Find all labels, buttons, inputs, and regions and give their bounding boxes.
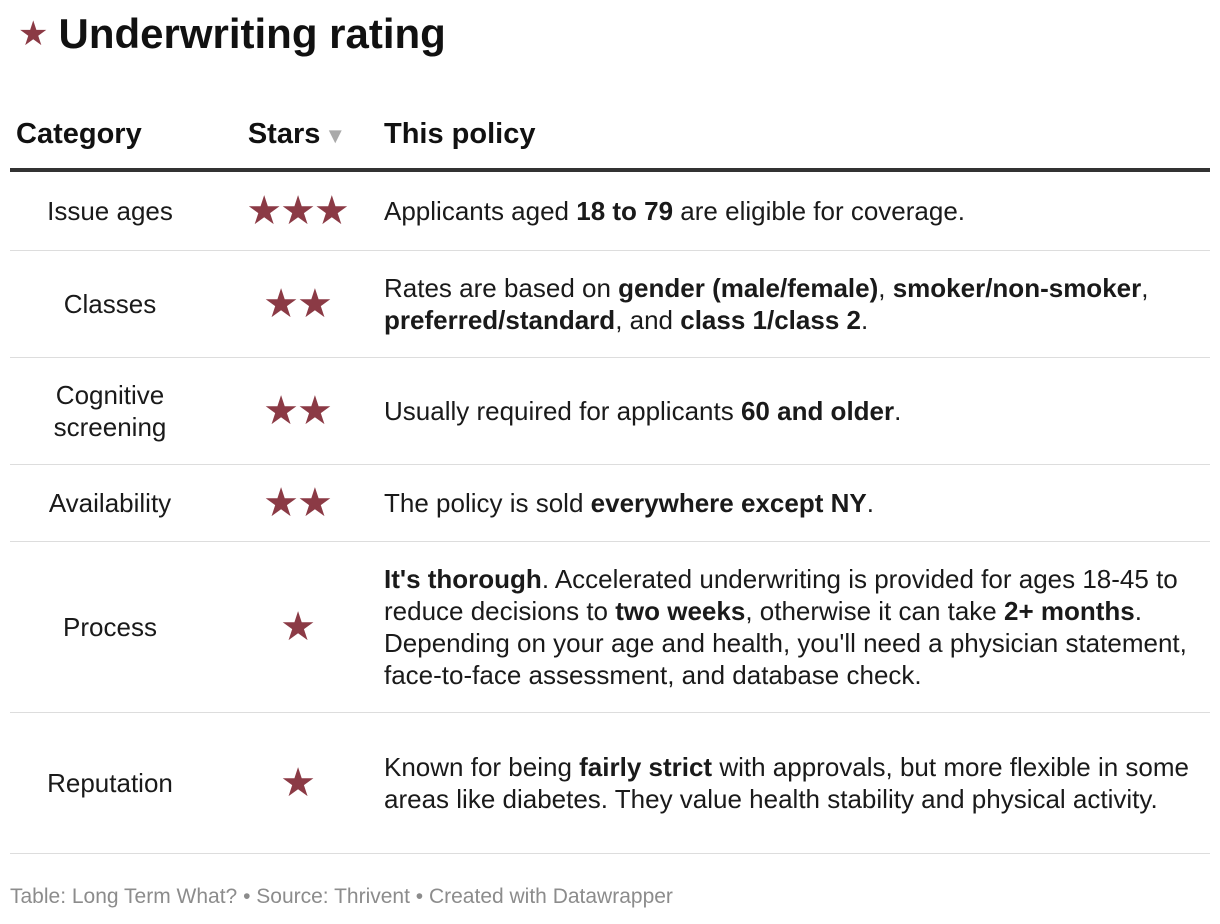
table-row: Availability ★★ The policy is sold everywh… (10, 465, 1210, 542)
policy-segment: . (894, 396, 902, 426)
policy-segment: Known for being (384, 752, 580, 782)
row-category: Issue ages (47, 196, 173, 226)
policy-highlight: preferred/standard (384, 305, 616, 335)
header-stars[interactable]: Stars ▼ (210, 118, 384, 151)
row-category: Reputation (47, 768, 173, 798)
table-header: Category Stars ▼ This policy (10, 100, 1210, 172)
header-category[interactable]: Category (16, 117, 142, 150)
star-rating-icon: ★★ (263, 282, 333, 326)
header-stars-label: Stars (247, 117, 321, 150)
star-rating-icon: ★ (280, 605, 316, 649)
policy-highlight: class 1/class 2 (680, 305, 861, 335)
policy-segment: with approvals, but more flexible in som… (384, 752, 1189, 814)
policy-highlight: everywhere except NY (590, 488, 867, 518)
row-policy-text: Rates are based on gender (male/female),… (384, 272, 1210, 336)
row-category: Classes (63, 289, 157, 319)
policy-highlight: 60 and older (740, 396, 895, 426)
sort-down-icon[interactable]: ▼ (324, 122, 347, 148)
page-title: ★ Underwriting rating (18, 10, 446, 58)
policy-segment: , (878, 273, 893, 303)
table-row: Process ★ It's thorough. Accelerated under… (10, 542, 1210, 713)
row-category: Process (63, 612, 157, 642)
row-policy-text: The policy is sold everywhere except NY. (384, 487, 1210, 519)
policy-segment: Rates are based on (384, 273, 619, 303)
table-row: Classes ★★ Rates are based on gender (male… (10, 251, 1210, 358)
row-category: Cognitive screening (53, 380, 167, 442)
table-body: Issue ages ★★★ Applicants aged 18 to 79 ar… (10, 172, 1210, 854)
policy-segment: . (860, 305, 869, 335)
policy-segment: . Accelerated underwriting is provided f… (384, 564, 1178, 626)
policy-segment: , (1141, 273, 1149, 303)
policy-segment: The policy is sold (384, 488, 591, 518)
table-row: Issue ages ★★★ Applicants aged 18 to 79 ar… (10, 172, 1210, 251)
row-policy-text: Known for being fairly strict with appro… (384, 751, 1210, 815)
row-policy-text: Applicants aged 18 to 79 are eligible fo… (384, 195, 1210, 227)
star-rating-icon: ★ (280, 761, 316, 805)
policy-segment: . Depending on your age and health, you'… (384, 596, 1187, 690)
policy-segment: Usually required for applicants (384, 396, 741, 426)
policy-segment: , otherwise it can take (745, 596, 1004, 626)
star-rating-icon: ★★ (263, 481, 333, 525)
table-row: Cognitive screening ★★ Usually required fo… (10, 358, 1210, 465)
star-rating-icon: ★★ (263, 389, 333, 433)
star-icon: ★ (18, 15, 49, 53)
header-policy[interactable]: This policy (384, 117, 536, 150)
underwriting-table: Category Stars ▼ This policy Issue ages ★★… (10, 100, 1210, 854)
policy-highlight: 2+ months (1004, 596, 1135, 626)
row-policy-text: Usually required for applicants 60 and o… (384, 395, 1210, 427)
row-category: Availability (48, 488, 172, 518)
policy-highlight: 18 to 79 (576, 196, 674, 226)
policy-highlight: fairly strict (579, 752, 713, 782)
policy-highlight: gender (male/female) (618, 273, 879, 303)
policy-highlight: smoker/non-smoker (892, 273, 1142, 303)
policy-segment: are eligible for coverage. (673, 196, 966, 226)
table-footer: Table: Long Term What? • Source: Thriven… (10, 885, 673, 908)
title-text: Underwriting rating (58, 10, 446, 57)
table-row: Reputation ★ Known for being fairly strict… (10, 713, 1210, 854)
star-rating-icon: ★★★ (246, 189, 350, 233)
policy-segment: . (866, 488, 874, 518)
row-policy-text: It's thorough. Accelerated underwriting … (384, 563, 1210, 691)
policy-highlight: It's thorough (384, 564, 542, 594)
policy-highlight: two weeks (615, 596, 746, 626)
policy-segment: Applicants aged (384, 196, 577, 226)
policy-segment: , and (615, 305, 681, 335)
